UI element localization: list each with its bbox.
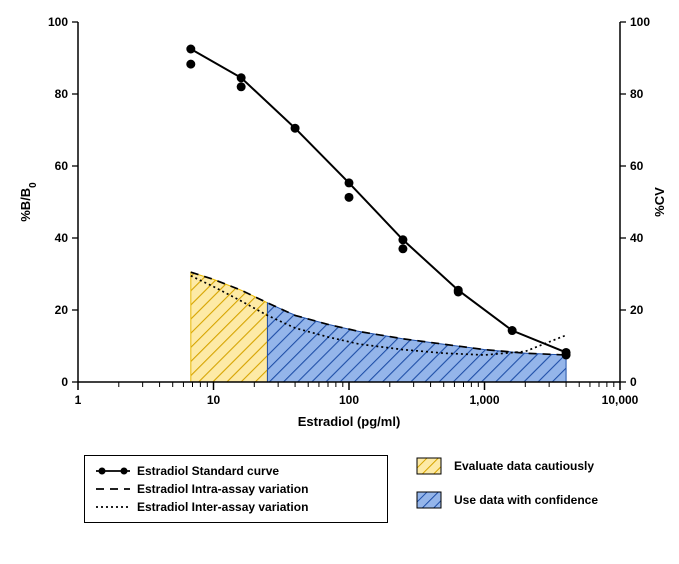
marker-standard-curve (186, 60, 195, 69)
x-tick-label: 1,000 (469, 393, 499, 407)
y-right-tick-label: 100 (630, 15, 650, 29)
legend-region-caution: Evaluate data cautiously (416, 457, 598, 475)
marker-standard-curve (398, 244, 407, 253)
legend-label: Estradiol Standard curve (137, 464, 279, 478)
marker-standard-curve (454, 288, 463, 297)
chart-plot: 0 0 20 20 40 40 60 60 80 80 100 100 1 10 100 1,000 10,00… (0, 0, 679, 440)
legend-label: Evaluate data cautiously (454, 459, 594, 473)
marker-standard-curve (345, 193, 354, 202)
x-tick-label: 100 (339, 393, 359, 407)
y-left-label: %B/B0 (18, 182, 39, 222)
region-caution (191, 272, 268, 382)
legend-item-intra-assay: Estradiol Intra-assay variation (95, 480, 377, 498)
y-left-tick-label: 100 (48, 15, 68, 29)
x-axis-label: Estradiol (pg/ml) (298, 414, 401, 429)
y-right-tick-label: 60 (630, 159, 644, 173)
y-right-label: %CV (652, 187, 667, 217)
y-left-tick-label: 20 (55, 303, 69, 317)
marker-standard-curve (237, 82, 246, 91)
x-tick-label: 1 (75, 393, 82, 407)
legend-region-confidence: Use data with confidence (416, 491, 598, 509)
marker-standard-curve (186, 45, 195, 54)
y-left-tick-label: 80 (55, 87, 69, 101)
marker-standard-curve (398, 235, 407, 244)
y-right-tick-label: 20 (630, 303, 644, 317)
legend-series: Estradiol Standard curve Estradiol Intra-… (84, 455, 388, 523)
legend-regions: Evaluate data cautiously Use data with co… (416, 457, 598, 525)
legend-label: Use data with confidence (454, 493, 598, 507)
marker-standard-curve (562, 351, 571, 360)
marker-standard-curve (237, 73, 246, 82)
y-right-tick-label: 40 (630, 231, 644, 245)
region-confidence (267, 303, 566, 382)
x-tick-label: 10 (207, 393, 221, 407)
legend-label: Estradiol Intra-assay variation (137, 482, 308, 496)
y-left-tick-label: 40 (55, 231, 69, 245)
marker-standard-curve (291, 124, 300, 133)
legend-item-inter-assay: Estradiol Inter-assay variation (95, 498, 377, 516)
legend-item-standard-curve: Estradiol Standard curve (95, 462, 377, 480)
y-left-tick-label: 60 (55, 159, 69, 173)
x-tick-label: 10,000 (602, 393, 639, 407)
y-left-tick-label: 0 (61, 375, 68, 389)
legend-label: Estradiol Inter-assay variation (137, 500, 308, 514)
marker-standard-curve (508, 326, 517, 335)
marker-standard-curve (345, 178, 354, 187)
y-right-tick-label: 0 (630, 375, 637, 389)
y-right-tick-label: 80 (630, 87, 644, 101)
